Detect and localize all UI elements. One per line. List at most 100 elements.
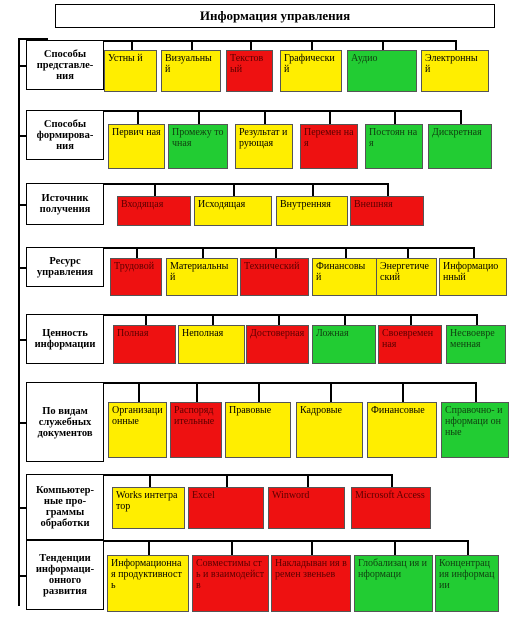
classification-item: Результат ирующая <box>235 124 293 169</box>
category-label: По видам служебных документов <box>37 405 93 439</box>
category-connector <box>18 267 27 269</box>
item-connector <box>382 40 384 50</box>
category-connector <box>18 65 27 67</box>
classification-item: Промежу точная <box>168 124 228 169</box>
item-connector <box>148 474 151 487</box>
classification-item: Первич ная <box>108 124 165 169</box>
item-connector <box>312 183 314 196</box>
row-connector-line <box>104 314 476 316</box>
row-connector-line <box>104 382 475 384</box>
classification-item: Совместимы сть и взаимодейств <box>192 555 269 612</box>
item-connector <box>460 110 462 124</box>
classification-item: Правовые <box>225 402 291 458</box>
classification-item: Концентрация информации <box>435 555 499 612</box>
classification-item: Исходящая <box>194 196 272 226</box>
category-label: Способы формирова-ния <box>36 118 94 152</box>
category-box: Способы представле-ния <box>26 40 104 90</box>
category-label: Компьютер-ные про-граммы обработки <box>36 485 94 529</box>
classification-item: Несвоевре менная <box>446 325 506 364</box>
classification-item: Своевремен ная <box>378 325 442 364</box>
item-connector <box>264 110 266 124</box>
item-connector <box>154 183 156 196</box>
category-connector <box>18 204 27 206</box>
row-connector-line <box>104 40 455 42</box>
item-connector <box>406 247 409 258</box>
category-box: Ценность информации <box>26 314 104 364</box>
item-connector <box>410 314 412 325</box>
classification-item: Дискретная <box>428 124 492 169</box>
item-connector <box>196 382 198 402</box>
item-connector <box>344 247 347 258</box>
classification-item: Перемен ная <box>300 124 358 169</box>
classification-item: Ложная <box>312 325 376 364</box>
classification-item: Материальны й <box>166 258 238 296</box>
classification-item: Текстов ый <box>226 50 273 92</box>
category-box: Источник получения <box>26 183 104 225</box>
classification-item: Финансовы й <box>312 258 377 296</box>
classification-item: Кадровые <box>296 402 363 458</box>
item-connector <box>277 314 280 325</box>
classification-item: Достоверная <box>246 325 309 364</box>
row-connector-line <box>104 183 387 185</box>
classification-item: Накладыван ия времен звеньев <box>271 555 351 612</box>
classification-item: Информационна я продуктивность <box>107 555 189 612</box>
classification-item: Глобализац ия информаци <box>354 555 433 612</box>
classification-item: Внутренняя <box>276 196 348 226</box>
item-connector <box>258 382 260 402</box>
category-label: Источник получения <box>39 193 91 215</box>
classification-item: Финансовые <box>367 402 437 458</box>
row-connector-line <box>104 247 473 249</box>
classification-item: Works интегратор <box>112 487 185 529</box>
category-label: Ценность информации <box>34 328 96 350</box>
item-connector <box>144 314 147 325</box>
classification-item: Winword <box>268 487 345 529</box>
classification-item: Внешняя <box>350 196 424 226</box>
item-connector <box>329 382 332 402</box>
title-connector <box>18 38 48 40</box>
classification-item: Организаци онные <box>108 402 167 458</box>
item-connector <box>191 40 193 50</box>
item-connector <box>311 540 313 555</box>
classification-item: Технический <box>240 258 309 296</box>
item-connector <box>391 474 393 487</box>
classification-item: Информацио нный <box>439 258 507 296</box>
category-box: Тенденции информаци-онного развития <box>26 540 104 610</box>
item-connector <box>473 247 475 258</box>
item-connector <box>274 247 277 258</box>
item-connector <box>230 540 233 555</box>
classification-item: Графически й <box>280 50 342 92</box>
category-connector <box>18 135 27 137</box>
category-label: Тенденции информаци-онного развития <box>35 553 95 597</box>
item-connector <box>393 540 396 555</box>
row-connector-line <box>104 540 467 542</box>
classification-item: Постоян ная <box>365 124 423 169</box>
classification-item: Справочно- информаци онные <box>441 402 509 458</box>
classification-item: Excel <box>188 487 264 529</box>
classification-item: Визуальны й <box>161 50 221 92</box>
item-connector <box>226 474 228 487</box>
row-connector-line <box>104 474 391 476</box>
classification-item: Энергетиче ский <box>376 258 437 296</box>
classification-item: Неполная <box>178 325 245 364</box>
category-box: По видам служебных документов <box>26 382 104 462</box>
item-connector <box>455 40 457 50</box>
item-connector <box>402 382 404 402</box>
item-connector <box>136 110 139 124</box>
classification-item: Трудовой <box>110 258 162 296</box>
classification-item: Аудио <box>347 50 417 92</box>
classification-item: Полная <box>113 325 176 364</box>
category-label: Способы представле-ния <box>36 48 94 82</box>
item-connector <box>387 183 389 196</box>
category-connector <box>18 339 27 341</box>
category-connector <box>18 507 27 509</box>
item-connector <box>233 183 235 196</box>
diagram-title: Информация управления <box>55 4 495 28</box>
category-box: Ресурс управления <box>26 247 104 287</box>
item-connector <box>475 382 477 402</box>
item-connector <box>148 540 150 555</box>
category-label: Ресурс управления <box>36 256 94 278</box>
item-connector <box>311 40 313 50</box>
category-box: Компьютер-ные про-граммы обработки <box>26 474 104 540</box>
classification-item: Распоряд ительные <box>170 402 222 458</box>
item-connector <box>249 40 252 50</box>
